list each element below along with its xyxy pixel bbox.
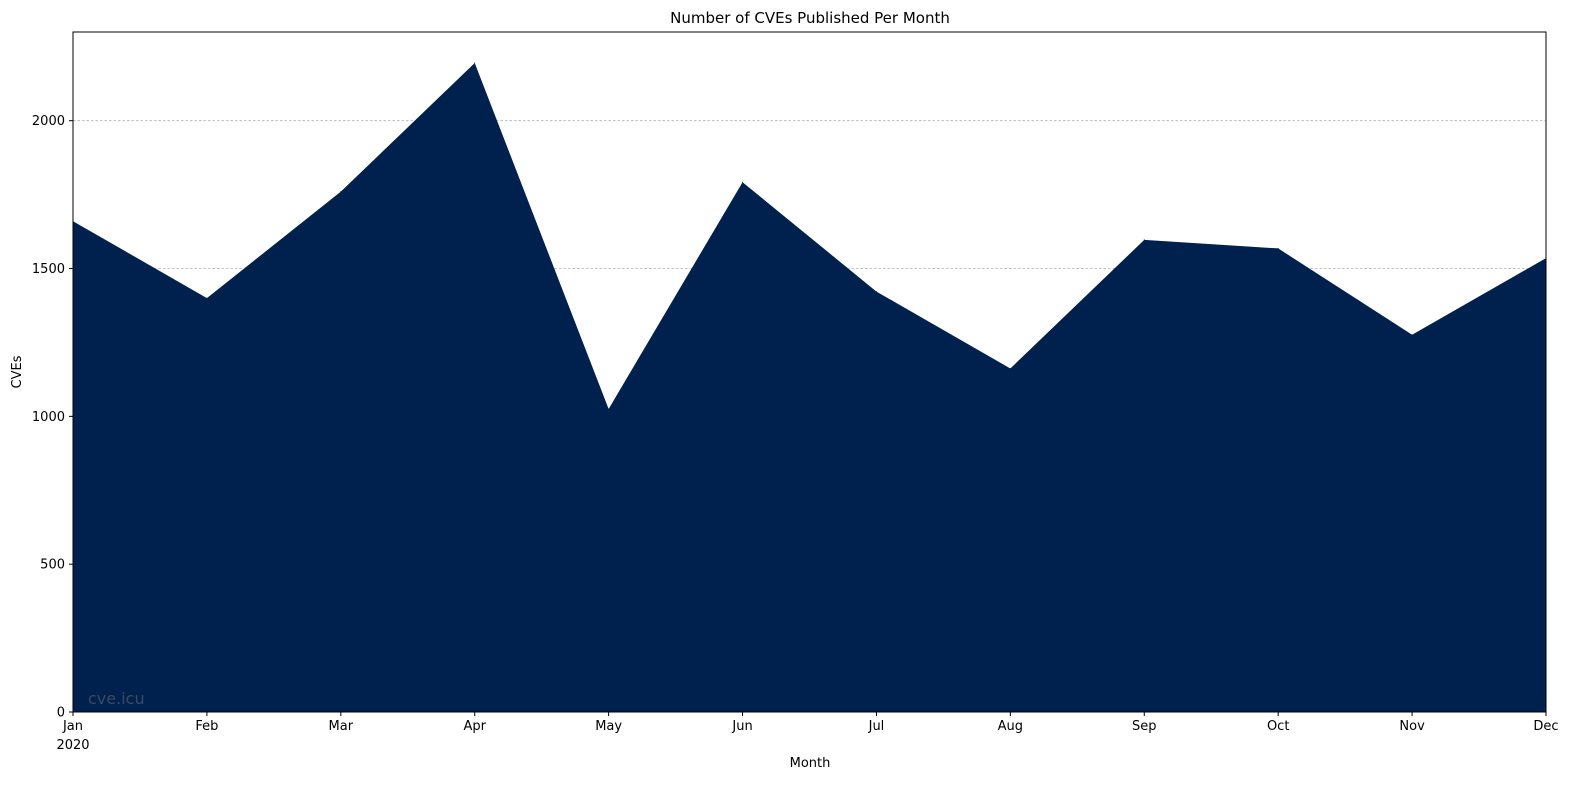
- x-tick-label-mar: Mar: [329, 719, 354, 734]
- year-label: 2020: [56, 738, 89, 753]
- data-point-apr: [474, 62, 476, 64]
- data-point-jul: [875, 291, 877, 293]
- x-tick-label-feb: Feb: [195, 719, 218, 734]
- y-axis-ticks: 0 500 1000 1500 2000: [32, 114, 73, 721]
- x-tick-label-jul: Jul: [868, 719, 885, 734]
- data-point-aug: [1009, 367, 1011, 369]
- y-tick-label: 1500: [32, 262, 65, 277]
- data-points: [72, 62, 1547, 410]
- x-tick-label-dec: Dec: [1533, 719, 1558, 734]
- x-axis-ticks: Jan Feb Mar Apr May Jun Jul Aug Sep Oct Nov Dec: [62, 712, 1559, 734]
- data-point-sep: [1143, 239, 1145, 241]
- chart-title: Number of CVEs Published Per Month: [670, 9, 950, 27]
- x-tick-label-apr: Apr: [463, 719, 486, 734]
- data-point-mar: [340, 191, 342, 193]
- x-axis-label: Month: [790, 756, 831, 771]
- data-point-jun: [742, 181, 744, 183]
- y-tick-label: 500: [40, 558, 65, 573]
- y-axis-label: CVEs: [10, 355, 25, 388]
- x-tick-label-jun: Jun: [731, 719, 752, 734]
- data-point-may: [608, 408, 610, 410]
- x-tick-label-sep: Sep: [1132, 719, 1157, 734]
- y-tick-label: 1000: [32, 410, 65, 425]
- area-layer: [73, 63, 1546, 713]
- y-tick-label: 2000: [32, 114, 65, 129]
- data-point-nov: [1411, 334, 1413, 336]
- watermark: cve.icu: [88, 689, 145, 708]
- x-tick-label-oct: Oct: [1267, 719, 1289, 734]
- x-tick-label-aug: Aug: [998, 719, 1023, 734]
- x-tick-label-may: May: [595, 719, 622, 734]
- area-series: [73, 63, 1546, 713]
- data-point-feb: [206, 297, 208, 299]
- data-point-oct: [1277, 247, 1279, 249]
- plot-frame: [72, 31, 1547, 713]
- x-tick-label-nov: Nov: [1399, 719, 1425, 734]
- x-tick-label-jan: Jan: [62, 719, 83, 734]
- y-tick-label: 0: [57, 706, 65, 721]
